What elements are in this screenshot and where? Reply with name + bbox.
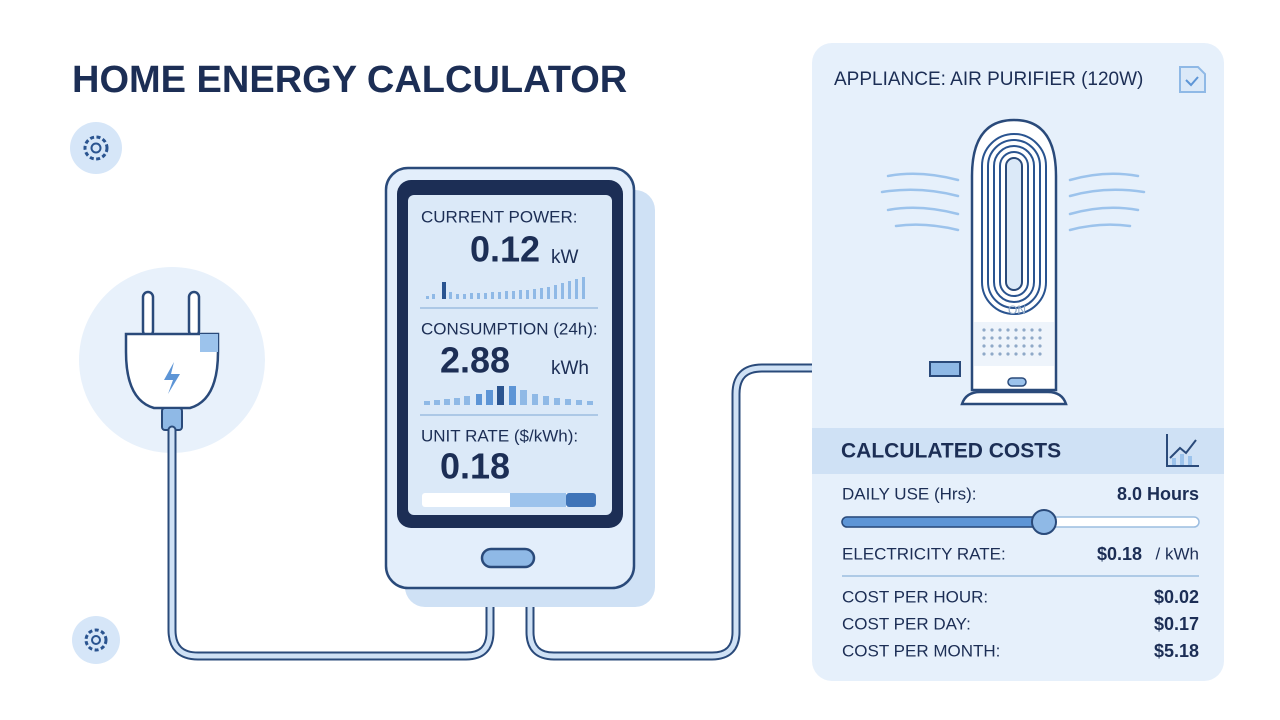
cost-value: $0.17 (1154, 614, 1199, 634)
meter-label: CONSUMPTION (24h): (421, 319, 598, 338)
chart-icon (1166, 434, 1199, 467)
meter-label: UNIT RATE ($/kWh): (421, 426, 578, 445)
doc-icon[interactable] (1179, 66, 1206, 93)
meter-value: 0.18 (440, 446, 510, 487)
cost-value: $5.18 (1154, 641, 1199, 661)
daily-use-slider[interactable] (841, 509, 1200, 535)
energy-meter (384, 166, 655, 607)
air-purifier (880, 118, 1146, 406)
settings-icon[interactable] (70, 122, 122, 174)
costs-header (812, 428, 1224, 474)
title: HOME ENERGY CALCULATOR (72, 59, 627, 101)
cost-value: $0.02 (1154, 587, 1199, 607)
daily-use-label: DAILY USE (Hrs): (842, 484, 976, 503)
cables-inner (169, 365, 933, 659)
rate-value: $0.18 (1097, 544, 1142, 564)
daily-use-value: 8.0 Hours (1117, 484, 1199, 504)
meter-unit: kW (551, 247, 579, 268)
settings-icon[interactable] (72, 616, 120, 664)
meter-unit: kWh (551, 358, 589, 379)
costs-title: CALCULATED COSTS (841, 440, 1061, 463)
meter-value: 2.88 (440, 340, 510, 381)
cost-label: COST PER DAY: (842, 614, 971, 633)
cost-label: COST PER MONTH: (842, 641, 1000, 660)
meter-value: 0.12 (470, 229, 540, 270)
status-label: ON (1008, 303, 1026, 317)
appliance-title: APPLIANCE: AIR PURIFIER (120W) (834, 69, 1143, 90)
meter-label: CURRENT POWER: (421, 207, 577, 226)
cost-label: COST PER HOUR: (842, 587, 988, 606)
cost-rows: COST PER HOUR: $0.02 COST PER DAY: $0.17 COS… (842, 587, 1199, 661)
rate-label: ELECTRICITY RATE: (842, 544, 1006, 563)
plug-illustration (79, 267, 265, 453)
rate-unit: / kWh (1156, 544, 1199, 563)
